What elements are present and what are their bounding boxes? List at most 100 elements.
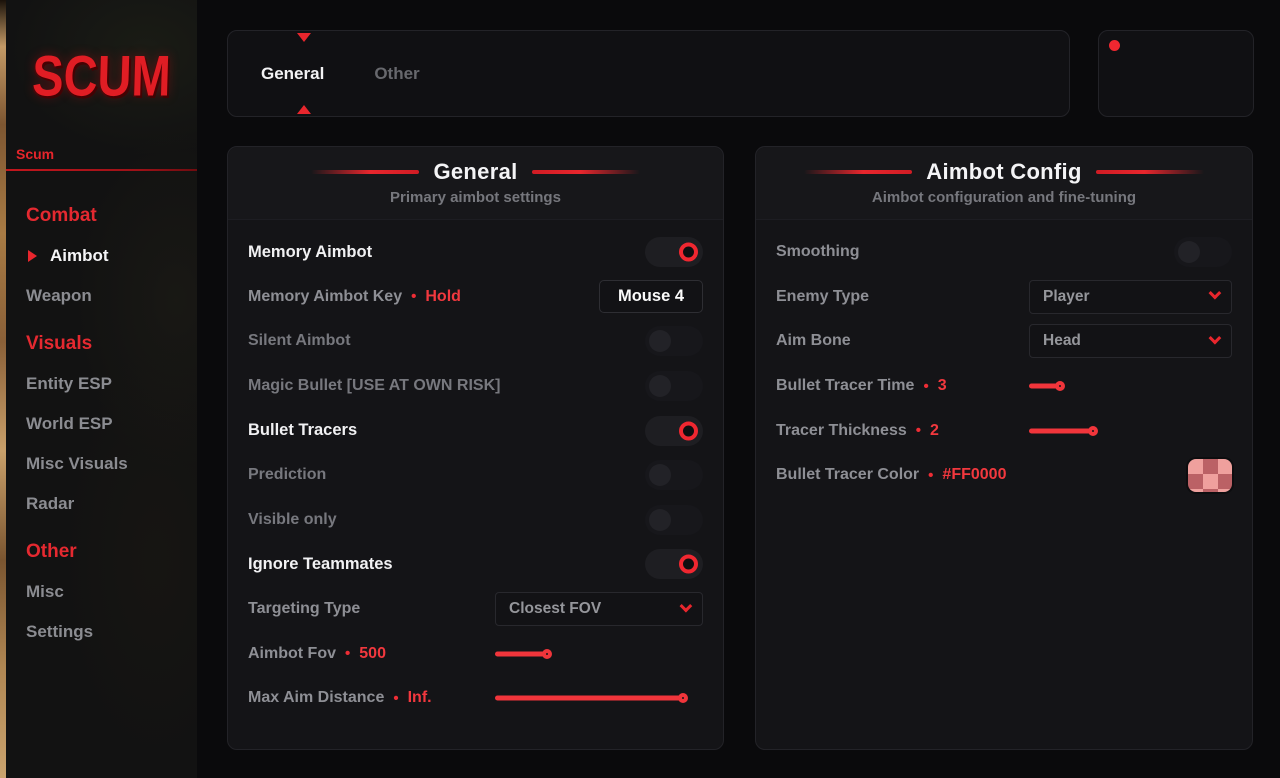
- targeting-type-select[interactable]: Closest FOV: [495, 592, 703, 627]
- bullet-tracer-time-slider[interactable]: [1029, 375, 1232, 397]
- bullet-separator: •: [923, 377, 929, 395]
- slider-knob[interactable]: [678, 693, 688, 704]
- panel-title: Aimbot Config: [926, 159, 1082, 184]
- slider-fill: [1029, 428, 1093, 434]
- select-value: Head: [1043, 332, 1081, 350]
- setting-label: Aimbot Fov: [248, 644, 336, 662]
- setting-label: Magic Bullet [USE AT OWN RISK]: [248, 377, 501, 395]
- max-aim-distance-slider[interactable]: [495, 687, 703, 709]
- setting-label: Smoothing: [776, 243, 860, 261]
- setting-row-visible-only: Visible only: [248, 498, 703, 543]
- setting-label: Bullet Tracer Color: [776, 466, 920, 484]
- memory-aimbot-toggle[interactable]: [645, 237, 703, 268]
- setting-row-bullet-tracer-time: Bullet Tracer Time • 3: [776, 364, 1232, 409]
- aimbot-config-panel: Aimbot Config Aimbot configuration and f…: [755, 146, 1253, 750]
- setting-row-memory-aimbot: Memory Aimbot: [248, 230, 703, 275]
- setting-row-aimbot-fov: Aimbot Fov • 500: [248, 631, 703, 676]
- sidebar-item-entity-esp[interactable]: Entity ESP: [26, 374, 112, 393]
- setting-label: Aim Bone: [776, 332, 851, 350]
- panel-header: Aimbot Config Aimbot configuration and f…: [756, 147, 1252, 220]
- panel-header: General Primary aimbot settings: [228, 147, 723, 220]
- visible-only-toggle[interactable]: [645, 504, 703, 535]
- background-texture-strip: [0, 0, 6, 778]
- setting-label: Max Aim Distance: [248, 689, 385, 707]
- slider-knob[interactable]: [1088, 425, 1098, 436]
- sidebar-section-combat[interactable]: Combat: [26, 205, 97, 226]
- color-hex-value: #FF0000: [942, 466, 1007, 484]
- sidebar-item-radar[interactable]: Radar: [26, 494, 75, 513]
- general-settings-panel: General Primary aimbot settings Memory A…: [227, 146, 724, 750]
- magic-bullet-toggle[interactable]: [645, 371, 703, 402]
- sidebar-item-world-esp[interactable]: World ESP: [26, 414, 113, 433]
- keybind-button[interactable]: Mouse 4: [599, 280, 703, 314]
- setting-row-tracer-thickness: Tracer Thickness • 2: [776, 408, 1232, 453]
- setting-row-memory-aimbot-key: Memory Aimbot Key • Hold Mouse 4: [248, 275, 703, 320]
- setting-label: Bullet Tracers: [248, 421, 358, 440]
- panel-subtitle: Aimbot configuration and fine-tuning: [871, 189, 1137, 206]
- tab-other[interactable]: Other: [374, 63, 420, 83]
- aimbot-fov-slider[interactable]: [495, 643, 703, 665]
- scum-logo: SCUM: [31, 43, 172, 108]
- setting-label: Enemy Type: [776, 287, 870, 305]
- title-flourish-right: [531, 170, 640, 174]
- tab-general[interactable]: General: [261, 63, 325, 83]
- silent-aimbot-toggle[interactable]: [645, 326, 703, 357]
- setting-label: Silent Aimbot: [248, 332, 351, 350]
- sidebar-item-misc-visuals[interactable]: Misc Visuals: [26, 454, 128, 473]
- setting-row-smoothing: Smoothing: [776, 230, 1232, 275]
- setting-label: Ignore Teammates: [248, 554, 393, 573]
- setting-row-targeting-type: Targeting Type Closest FOV: [248, 587, 703, 632]
- tracer-thickness-slider[interactable]: [1029, 420, 1232, 442]
- slider-value: 3: [937, 377, 947, 395]
- sidebar-item-settings[interactable]: Settings: [26, 622, 94, 641]
- bullet-separator: •: [393, 689, 399, 707]
- chevron-down-icon: [679, 599, 693, 612]
- sidebar-nav: Combat Aimbot Weapon Visuals Entity ESP …: [26, 196, 189, 652]
- setting-row-prediction: Prediction: [248, 453, 703, 498]
- setting-row-max-aim-distance: Max Aim Distance • Inf.: [248, 676, 703, 721]
- active-item-arrow-icon: [28, 250, 37, 262]
- bullet-separator: •: [915, 422, 922, 440]
- tracer-color-swatch[interactable]: [1188, 458, 1232, 492]
- ignore-teammates-toggle[interactable]: [645, 549, 703, 580]
- key-mode-value[interactable]: Hold: [425, 287, 461, 305]
- bullet-separator: •: [345, 645, 351, 663]
- panel-subtitle: Primary aimbot settings: [390, 189, 561, 206]
- panel-title: General: [433, 159, 518, 184]
- setting-label: Targeting Type: [248, 600, 361, 618]
- slider-knob[interactable]: [1055, 381, 1065, 392]
- setting-label: Visible only: [248, 510, 337, 528]
- setting-row-enemy-type: Enemy Type Player: [776, 275, 1232, 320]
- setting-row-bullet-tracer-color: Bullet Tracer Color • #FF0000: [776, 453, 1232, 498]
- title-flourish-left: [311, 170, 420, 174]
- sidebar: SCUM Scum Combat Aimbot Weapon Visuals E…: [6, 0, 197, 778]
- setting-row-ignore-teammates: Ignore Teammates: [248, 542, 703, 587]
- setting-label: Tracer Thickness: [776, 421, 907, 439]
- setting-label: Bullet Tracer Time: [776, 377, 915, 395]
- slider-knob[interactable]: [542, 648, 552, 659]
- prediction-toggle[interactable]: [645, 460, 703, 491]
- enemy-type-select[interactable]: Player: [1029, 279, 1232, 314]
- slider-fill: [1029, 383, 1060, 389]
- slider-value: 2: [930, 421, 939, 439]
- sidebar-item-weapon[interactable]: Weapon: [26, 286, 92, 305]
- sidebar-item-label: Aimbot: [50, 246, 109, 265]
- sidebar-item-misc[interactable]: Misc: [26, 582, 64, 601]
- active-tab-marker-bottom-icon: [297, 105, 311, 114]
- select-value: Closest FOV: [509, 600, 602, 618]
- title-flourish-left: [804, 170, 913, 174]
- active-tab-marker-top-icon: [297, 33, 311, 42]
- sidebar-item-aimbot[interactable]: Aimbot: [26, 236, 189, 276]
- setting-label: Prediction: [248, 466, 327, 484]
- sidebar-section-other[interactable]: Other: [26, 541, 77, 562]
- aim-bone-select[interactable]: Head: [1029, 324, 1232, 359]
- sidebar-section-visuals[interactable]: Visuals: [26, 333, 93, 354]
- tab-bar: General Other: [227, 30, 1070, 117]
- smoothing-toggle[interactable]: [1174, 237, 1232, 268]
- slider-value: Inf.: [407, 689, 432, 707]
- setting-row-silent-aimbot: Silent Aimbot: [248, 319, 703, 364]
- status-panel: [1098, 30, 1254, 117]
- chevron-down-icon: [1208, 287, 1222, 300]
- slider-fill: [495, 695, 683, 701]
- bullet-tracers-toggle[interactable]: [645, 415, 703, 446]
